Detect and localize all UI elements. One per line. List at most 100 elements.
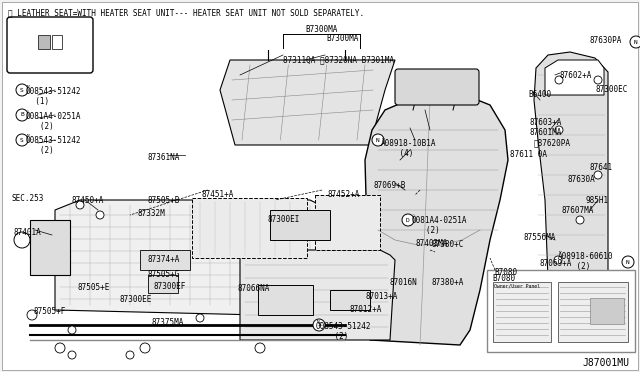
Bar [52,35,62,49]
Bar [140,250,190,270]
Text: N: N [376,138,380,142]
FancyBboxPatch shape [395,69,479,105]
Bar [558,282,628,342]
Circle shape [555,126,563,134]
Bar [315,195,380,250]
Bar [30,220,70,275]
Text: (2): (2) [26,122,54,131]
Circle shape [140,343,150,353]
Text: 87641: 87641 [590,163,613,172]
Text: 87505+G: 87505+G [148,270,180,279]
Polygon shape [220,60,395,145]
Circle shape [68,326,76,334]
Text: Ò081A4-0251A: Ò081A4-0251A [26,112,81,121]
Text: 87380+C: 87380+C [432,240,465,249]
Text: 985H1: 985H1 [586,196,609,205]
Text: 87066NA: 87066NA [238,284,270,293]
Polygon shape [55,200,320,315]
Bar [258,285,313,315]
Text: S: S [20,138,24,142]
Text: 87505+B: 87505+B [148,196,180,205]
Text: 87602+A: 87602+A [560,71,593,80]
Bar [192,198,307,258]
Text: 87403MA: 87403MA [416,239,449,248]
Circle shape [402,214,414,226]
Text: 87380+A: 87380+A [432,278,465,287]
Circle shape [27,310,37,320]
Circle shape [76,201,84,209]
Text: 87300EF: 87300EF [154,282,186,291]
Text: B7300MA: B7300MA [326,34,358,43]
Circle shape [14,232,30,248]
Text: N: N [634,39,638,45]
Text: SEC.253: SEC.253 [12,194,44,203]
Text: B7080: B7080 [492,274,515,283]
Bar [330,290,370,310]
Text: 87311QA ※87320NA B7301MA: 87311QA ※87320NA B7301MA [283,55,394,64]
Circle shape [196,314,204,322]
Text: N: N [626,260,630,264]
Bar [148,275,178,293]
Text: Õ08543-51242: Õ08543-51242 [26,136,81,145]
Circle shape [16,84,28,96]
Bar [590,298,624,324]
Circle shape [255,343,265,353]
Text: J87001MU: J87001MU [582,358,629,368]
Text: 87451+A: 87451+A [202,190,234,199]
Circle shape [594,171,602,179]
Polygon shape [365,95,508,345]
Text: 87069+B: 87069+B [374,181,406,190]
Circle shape [555,76,563,84]
Text: Õ08543-51242: Õ08543-51242 [316,322,371,331]
Text: 87300EE: 87300EE [120,295,152,304]
Text: S: S [20,87,24,93]
Text: 87603+A: 87603+A [530,118,563,127]
Circle shape [554,256,562,264]
Text: 87069+A: 87069+A [540,259,572,268]
Text: 87505+F: 87505+F [34,307,67,316]
Text: 87450+A: 87450+A [72,196,104,205]
Circle shape [594,76,602,84]
Circle shape [622,256,634,268]
Text: B7080: B7080 [494,268,517,277]
Text: ※87620PA: ※87620PA [534,138,571,147]
Text: 87401A: 87401A [14,228,42,237]
Text: Ä08918-10B1A: Ä08918-10B1A [381,139,436,148]
Bar [493,282,551,342]
Circle shape [630,36,640,48]
Text: ※ LEATHER SEAT=WITH HEATER SEAT UNIT--- HEATER SEAT UNIT NOT SOLD SEPARATELY.: ※ LEATHER SEAT=WITH HEATER SEAT UNIT--- … [8,8,364,17]
Polygon shape [534,52,608,350]
Text: (2): (2) [558,262,590,271]
Text: B6400: B6400 [528,90,551,99]
Text: 87601MA: 87601MA [530,128,563,137]
Text: B: B [20,112,24,118]
Circle shape [68,351,76,359]
Text: B7300MA: B7300MA [305,25,337,34]
Text: (2): (2) [26,146,54,155]
Circle shape [55,343,65,353]
Text: Ò081A4-0251A: Ò081A4-0251A [412,216,467,225]
Text: 87505+E: 87505+E [78,283,110,292]
Circle shape [313,319,325,331]
Bar [38,35,50,49]
Text: 87375MA: 87375MA [152,318,184,327]
FancyBboxPatch shape [7,17,93,73]
Text: 87016N: 87016N [390,278,418,287]
Text: Owner/User Panel: Owner/User Panel [494,284,540,289]
Bar [270,210,330,240]
Circle shape [126,351,134,359]
Bar [487,270,635,352]
Text: D: D [406,218,410,222]
Text: 87611 0A: 87611 0A [510,150,547,159]
Text: 87300EI: 87300EI [268,215,300,224]
Text: 87374+A: 87374+A [148,255,180,264]
Text: 87332M: 87332M [138,209,166,218]
Text: Ä08918-60610: Ä08918-60610 [558,252,614,261]
Text: 87630A: 87630A [568,175,596,184]
Text: 87013+A: 87013+A [365,292,397,301]
Text: 87452+A: 87452+A [328,190,360,199]
Text: 87630PA: 87630PA [590,36,622,45]
Circle shape [16,134,28,146]
Text: 87361NA: 87361NA [148,153,180,162]
Circle shape [576,216,584,224]
